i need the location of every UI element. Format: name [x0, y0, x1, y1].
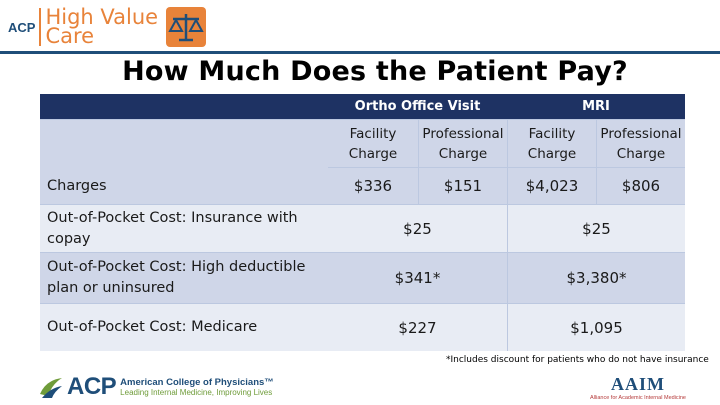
header-blank — [40, 94, 328, 119]
aaim-tagline: Alliance for Academic Internal Medicine — [590, 395, 686, 401]
group-header-ortho: Ortho Office Visit — [328, 94, 507, 119]
row-label-high-deductible: Out-of-Pocket Cost: High deductible plan… — [40, 253, 328, 303]
charge-ortho-professional: $151 — [419, 168, 507, 204]
subheader-ortho-facility: Facility Charge — [328, 120, 418, 167]
medicare-ortho: $227 — [328, 304, 507, 351]
aaim-footer-logo: AAIM Alliance for Academic Internal Medi… — [590, 374, 686, 401]
charge-mri-facility: $4,023 — [508, 168, 596, 204]
cost-table: Ortho Office Visit MRI Charges Facility … — [40, 94, 685, 351]
high-value-care-logo: ACP High Value Care — [8, 4, 207, 50]
charge-ortho-facility: $336 — [328, 168, 418, 204]
acp-emblem-icon — [40, 378, 62, 398]
medicare-mri: $1,095 — [508, 304, 685, 351]
subheader-mri-professional: Professional Charge — [597, 120, 685, 167]
logo-line2: Care — [45, 24, 95, 48]
scale-icon — [166, 7, 207, 47]
copay-mri: $25 — [508, 205, 685, 252]
charge-mri-professional: $806 — [597, 168, 685, 204]
logo-line1: High Value — [45, 5, 159, 29]
footnote: *Includes discount for patients who do n… — [446, 355, 709, 365]
row-label-medicare: Out-of-Pocket Cost: Medicare — [40, 304, 328, 351]
row-label-copay: Out-of-Pocket Cost: Insurance with copay — [40, 205, 328, 252]
logo-wordmark: High Value Care — [45, 5, 159, 48]
subheader-ortho-professional: Professional Charge — [419, 120, 507, 167]
acp-footer-tagline: Leading Internal Medicine, Improving Liv… — [120, 388, 273, 397]
copay-ortho: $25 — [328, 205, 507, 252]
high-deductible-ortho: $341* — [328, 253, 507, 303]
header-rule — [0, 51, 720, 54]
acp-footer-wordmark: ACP — [67, 373, 117, 400]
charges-label: Charges — [40, 120, 328, 204]
aaim-wordmark: AAIM — [611, 374, 665, 394]
acp-footer-name: American College of Physicians™ — [120, 377, 274, 388]
acp-footer-text: American College of Physicians™ Leading … — [120, 377, 274, 397]
logo-acp-text: ACP — [8, 19, 36, 35]
page-title: How Much Does the Patient Pay? — [122, 56, 628, 87]
subheader-mri-facility: Facility Charge — [508, 120, 596, 167]
high-deductible-mri: $3,380* — [508, 253, 685, 303]
group-header-mri: MRI — [507, 94, 685, 119]
logo-divider — [39, 8, 42, 46]
acp-footer-logo: ACP American College of Physicians™ Lead… — [38, 372, 274, 402]
